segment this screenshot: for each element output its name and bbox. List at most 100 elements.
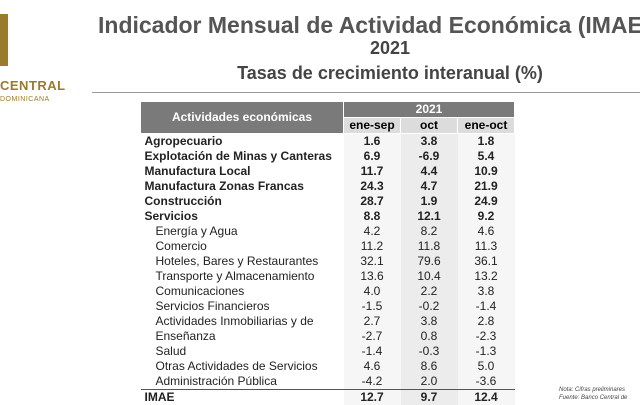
row-label: Manufactura Zonas Francas: [144, 179, 304, 193]
cell-value: 4.0: [343, 284, 401, 299]
row-label: Energía y Agua: [155, 224, 238, 238]
cell-value: -4.2: [343, 374, 401, 390]
cell-value: 32.1: [343, 254, 401, 269]
cell-value: 9.7: [400, 389, 458, 405]
row-label: Salud: [155, 344, 187, 358]
row-label: Construcción: [144, 194, 222, 208]
table-row: Explotación de Minas y Canteras 6.9 -6.9…: [141, 149, 515, 164]
cell-value: 1.9: [400, 194, 458, 209]
cell-value: 2.8: [457, 314, 515, 329]
cell-value: 2.7: [343, 314, 401, 329]
cell-value: -1.4: [457, 299, 515, 314]
page-title: Indicador Mensual de Actividad Económica…: [98, 12, 640, 38]
growth-rates-table: Actividades económicas 2021 ene-sep oct …: [140, 101, 515, 405]
cell-value: 28.7: [343, 194, 401, 209]
footnotes: Nota: Cifras preliminares Fuente: Banco …: [559, 386, 627, 402]
row-label: Hoteles, Bares y Restaurantes: [155, 254, 319, 268]
cell-value: 13.6: [343, 269, 401, 284]
row-label: Comunicaciones: [155, 284, 245, 298]
column-header-oct: oct: [400, 117, 458, 134]
row-label: Servicios Financieros: [155, 299, 270, 313]
cell-value: 24.3: [343, 179, 401, 194]
source-text: Fuente: Banco Central de: [559, 395, 628, 401]
logo-text: CENTRAL: [0, 78, 66, 93]
cell-value: 12.4: [457, 389, 515, 405]
row-label: Manufactura Local: [144, 164, 251, 178]
cell-value: 12.7: [343, 389, 401, 405]
table-row: Transporte y Almacenamiento 13.6 10.4 13…: [141, 269, 515, 284]
cell-value: -1.5: [343, 299, 401, 314]
row-label: Agropecuario: [144, 134, 223, 148]
table-row: Salud -1.4 -0.3 -1.3: [141, 344, 515, 359]
logo-subtext: DOMINICANA: [0, 96, 50, 103]
cell-value: 5.4: [457, 149, 515, 164]
cell-value: 0.8: [400, 329, 458, 344]
page-subtitle: Tasas de crecimiento interanual (%): [237, 63, 543, 83]
cell-value: 4.4: [400, 164, 458, 179]
cell-value: 11.8: [400, 239, 458, 254]
cell-value: 3.8: [400, 133, 458, 149]
cell-value: 21.9: [457, 179, 515, 194]
cell-value: 4.6: [457, 224, 515, 239]
row-label: Otras Actividades de Servicios: [155, 359, 318, 373]
cell-value: -1.3: [457, 344, 515, 359]
logo-emblem-icon: [0, 14, 8, 66]
table-row: Hoteles, Bares y Restaurantes 32.1 79.6 …: [141, 254, 515, 269]
cell-value: -2.7: [343, 329, 401, 344]
row-label: Servicios: [144, 209, 198, 223]
column-header-ene-sep: ene-sep: [343, 117, 401, 134]
table-row: Actividades Inmobiliarias y de 2.7 3.8 2…: [141, 314, 515, 329]
cell-value: 2.2: [400, 284, 458, 299]
cell-value: 4.6: [343, 359, 401, 374]
row-label: Comercio: [155, 239, 207, 253]
row-label: Administración Pública: [155, 374, 277, 388]
activity-column-header: Actividades económicas: [140, 101, 344, 134]
table-row: Servicios 8.8 12.1 9.2: [141, 209, 515, 224]
cell-value: 8.2: [400, 224, 458, 239]
cell-value: 36.1: [457, 254, 515, 269]
cell-value: 4.7: [400, 179, 458, 194]
cell-value: 5.0: [457, 359, 515, 374]
table-row: Enseñanza -2.7 0.8 -2.3: [141, 329, 515, 344]
table-row: Comunicaciones 4.0 2.2 3.8: [141, 284, 515, 299]
row-label: IMAE: [140, 389, 344, 405]
cell-value: 1.8: [457, 133, 515, 149]
cell-value: 8.6: [400, 359, 458, 374]
row-label: Transporte y Almacenamiento: [155, 269, 315, 283]
cell-value: 11.3: [457, 239, 515, 254]
page-year: 2021: [369, 38, 411, 58]
cell-value: -0.2: [400, 299, 458, 314]
central-bank-logo: CENTRAL DOMINICANA: [0, 10, 65, 103]
cell-value: 6.9: [343, 149, 401, 164]
table-row: Otras Actividades de Servicios 4.6 8.6 5…: [141, 359, 515, 374]
cell-value: 8.8: [343, 209, 401, 224]
cell-value: 11.2: [343, 239, 401, 254]
cell-value: 2.0: [400, 374, 458, 390]
table-row: Manufactura Local 11.7 4.4 10.9: [141, 164, 515, 179]
cell-value: 11.7: [343, 164, 401, 179]
table-row: Manufactura Zonas Francas 24.3 4.7 21.9: [141, 179, 515, 194]
cell-value: -2.3: [457, 329, 515, 344]
table-row: Construcción 28.7 1.9 24.9: [141, 194, 515, 209]
cell-value: 4.2: [343, 224, 401, 239]
table-row: Comercio 11.2 11.8 11.3: [141, 239, 515, 254]
cell-value: 24.9: [457, 194, 515, 209]
cell-value: -0.3: [400, 344, 458, 359]
table-row: Servicios Financieros -1.5 -0.2 -1.4: [141, 299, 515, 314]
cell-value: 3.8: [400, 314, 458, 329]
cell-value: 10.4: [400, 269, 458, 284]
table-row: Administración Pública -4.2 2.0 -3.6: [141, 374, 515, 390]
cell-value: -1.4: [343, 344, 401, 359]
note-text: Nota: Cifras preliminares: [559, 387, 626, 393]
column-header-ene-oct: ene-oct: [457, 117, 515, 134]
year-column-header: 2021: [343, 101, 515, 118]
cell-value: 9.2: [457, 209, 515, 224]
cell-value: 12.1: [400, 209, 458, 224]
cell-value: -3.6: [457, 374, 515, 390]
row-label: Explotación de Minas y Canteras: [144, 149, 332, 163]
cell-value: 3.8: [457, 284, 515, 299]
cell-value: 10.9: [457, 164, 515, 179]
cell-value: 13.2: [457, 269, 515, 284]
title-divider: [92, 92, 640, 93]
row-label: Actividades Inmobiliarias y de: [155, 314, 314, 328]
